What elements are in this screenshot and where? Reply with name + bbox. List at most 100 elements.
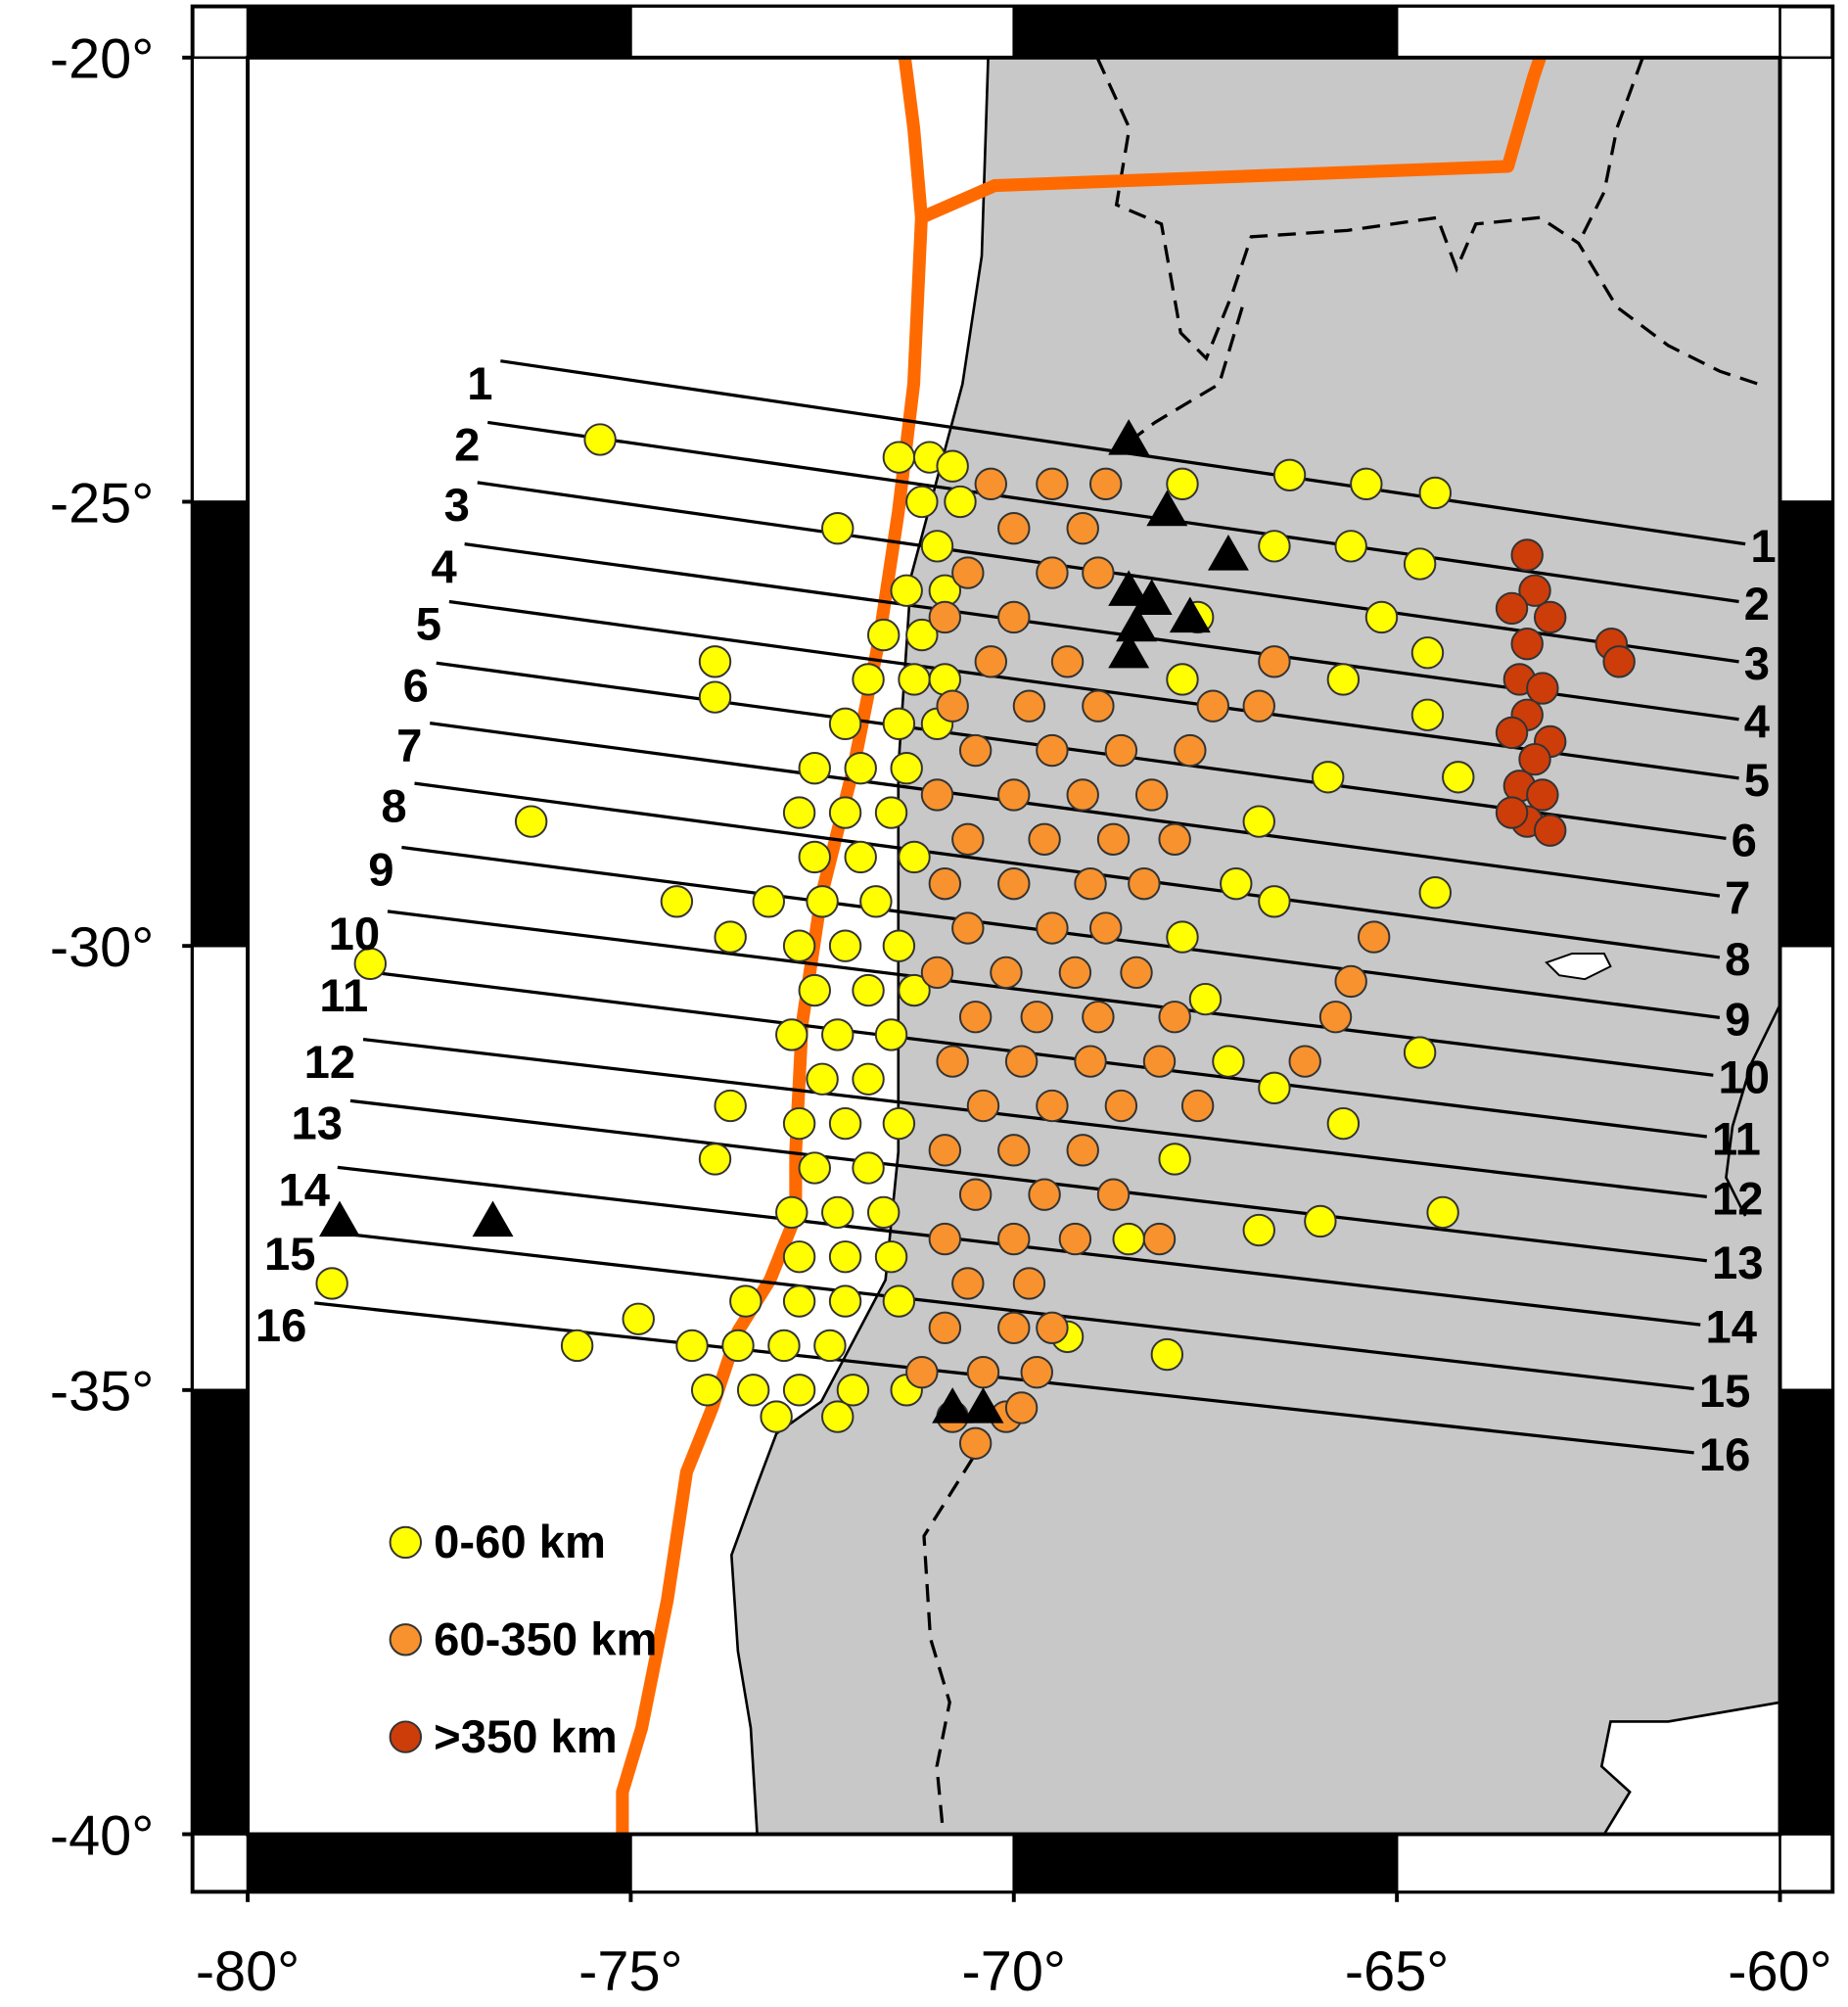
event [1020,1356,1053,1389]
frame-block [1779,56,1834,503]
profile-label: 16 [255,1299,306,1351]
event [1350,467,1383,501]
event [905,485,939,519]
event [1272,458,1307,491]
event [1166,663,1199,696]
event [1410,636,1445,670]
event [928,1134,962,1167]
event [1036,733,1069,768]
event [882,929,916,962]
event [828,1240,862,1274]
event [1526,778,1559,812]
profile-label: 6 [1732,815,1757,866]
event [775,1018,808,1051]
event [997,778,1031,812]
event [890,752,923,785]
event [1150,1337,1184,1372]
event [1036,556,1069,589]
volcano [1169,596,1211,633]
frame-block [191,1388,250,1836]
frame-block [246,1833,632,1893]
frame-block [1012,1833,1399,1893]
frame-block [1012,5,1399,60]
event [1311,761,1345,794]
event [782,1240,816,1274]
event [997,1222,1031,1256]
event [1510,538,1544,572]
event [1066,778,1099,812]
event [714,1089,747,1123]
legend-label: 0-60 km [434,1516,606,1567]
profile-label: 16 [1699,1428,1750,1480]
event [821,1400,855,1433]
event [997,1134,1031,1167]
profile-label: 4 [1744,695,1770,747]
event [560,1329,594,1363]
event [813,1329,847,1363]
event [675,1329,709,1363]
profile-label: 14 [278,1164,329,1216]
profile-label: 3 [1744,637,1770,689]
event [966,1356,1000,1389]
event [1403,1036,1437,1069]
volcano [1108,570,1150,606]
profile-line [314,1301,1694,1455]
event [898,840,931,874]
frame-block [1395,1833,1781,1893]
event [1403,547,1437,581]
frame-block [1779,1388,1834,1836]
event [905,1356,939,1389]
frame-block [191,500,250,948]
frame-block [629,1833,1016,1893]
event [1220,866,1253,901]
event [866,618,901,652]
event [1050,645,1085,678]
event [974,645,1008,678]
event [1112,1222,1145,1256]
event [1326,663,1361,696]
event [1004,1391,1039,1424]
event [1242,1213,1275,1247]
borders [922,57,1759,1835]
event [852,663,885,696]
event [1134,778,1169,812]
event [1533,814,1567,847]
event [928,866,962,901]
event [1174,733,1207,768]
event [828,796,862,829]
event [782,1106,816,1141]
event [1058,1222,1092,1256]
event [966,1089,1000,1123]
event [660,885,694,918]
profile-label: 13 [1712,1237,1763,1288]
profile-label: 1 [467,357,492,409]
event [1196,689,1230,723]
x-tick-label: -65° [1345,1940,1449,2003]
profile-label: 1 [1750,520,1776,572]
profile-label: 15 [1699,1365,1750,1417]
event [890,574,923,607]
legend-marker [389,1525,423,1560]
volcano [1131,579,1173,615]
event [1304,1204,1337,1238]
event [1036,467,1069,501]
event [1004,1045,1039,1078]
x-tick-label: -70° [962,1940,1066,2003]
event [1364,600,1399,634]
event [898,663,931,696]
event [1096,822,1131,856]
frame-block [1395,5,1781,60]
event [882,707,916,741]
event [1518,742,1551,776]
event [1096,1178,1131,1211]
event [974,467,1008,501]
event [874,1018,908,1051]
frame [182,4,1835,1902]
profile-label: 6 [403,660,429,712]
profile-label: 12 [304,1036,355,1088]
event [852,1151,885,1185]
event [928,600,962,634]
profile-label: 7 [1725,872,1750,924]
event [836,1374,870,1407]
